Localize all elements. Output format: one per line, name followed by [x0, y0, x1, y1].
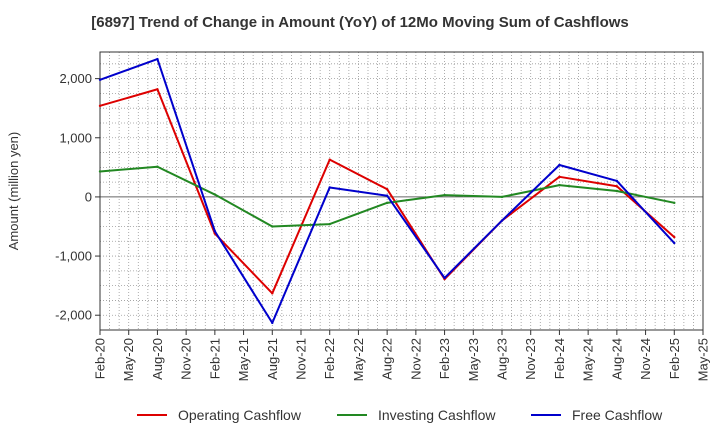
data-point [213, 193, 217, 196]
x-axis-ticks: Feb-20 May-20 Aug-20 Nov-20 Feb-21 May-21 Aug-… [93, 330, 711, 381]
x-tick-label: Aug-24 [609, 338, 624, 380]
x-tick-label: May-20 [121, 338, 136, 381]
data-point [271, 225, 274, 228]
data-point [558, 183, 561, 187]
x-tick-label: Aug-22 [380, 338, 395, 380]
data-point [558, 163, 561, 167]
y-tick-label: 0 [85, 189, 92, 204]
data-point [385, 188, 389, 191]
x-tick-label: Feb-24 [552, 338, 567, 379]
data-point [98, 104, 102, 108]
x-tick-label: May-25 [696, 338, 711, 381]
data-point [443, 276, 446, 280]
data-point [213, 230, 217, 233]
y-tick-label: -2,000 [55, 308, 92, 323]
legend-label: Investing Cashflow [378, 407, 496, 423]
legend-label: Operating Cashflow [178, 407, 302, 423]
x-tick-label: May-22 [351, 338, 366, 381]
x-tick-label: Nov-22 [408, 338, 423, 380]
chart-title: [6897] Trend of Change in Amount (YoY) o… [91, 14, 629, 31]
y-tick-label: 1,000 [59, 130, 92, 145]
x-tick-label: Feb-20 [93, 338, 108, 379]
x-tick-label: Feb-23 [437, 338, 452, 379]
x-tick-label: Nov-20 [179, 338, 194, 380]
data-point [615, 185, 619, 188]
data-point [500, 195, 504, 199]
data-point [615, 189, 619, 193]
data-point [673, 241, 676, 245]
y-axis-ticks: -2,000 -1,000 0 1,000 2,000 [55, 71, 100, 323]
x-tick-label: Nov-23 [523, 338, 538, 380]
data-point [443, 193, 446, 197]
y-tick-label: -1,000 [55, 249, 92, 264]
x-tick-label: May-21 [236, 338, 251, 381]
data-point [673, 235, 676, 239]
data-point [385, 201, 389, 205]
data-point [500, 219, 504, 222]
data-point [328, 186, 331, 189]
y-tick-label: 2,000 [59, 71, 92, 86]
x-tick-label: Nov-21 [294, 338, 309, 380]
data-point [328, 222, 331, 226]
data-point [156, 88, 159, 91]
legend: Operating Cashflow Investing Cashflow Free… [137, 407, 663, 423]
data-point [156, 57, 159, 61]
data-point [615, 179, 619, 183]
data-point [271, 292, 274, 295]
x-tick-label: Feb-21 [207, 338, 222, 379]
data-point [98, 170, 102, 173]
data-point [156, 165, 159, 168]
x-tick-label: Nov-24 [638, 338, 653, 380]
x-tick-label: May-23 [466, 338, 481, 381]
data-point [673, 201, 676, 205]
plot-frame [99, 51, 704, 331]
x-tick-label: Aug-23 [495, 338, 510, 380]
x-tick-label: Feb-22 [322, 338, 337, 379]
data-point [328, 158, 331, 161]
series-lines [98, 57, 676, 325]
x-tick-label: Aug-20 [150, 338, 165, 380]
data-point [385, 194, 389, 197]
data-point [98, 78, 102, 82]
data-point [271, 321, 274, 325]
x-tick-label: Feb-25 [667, 338, 682, 379]
x-tick-label: Aug-21 [265, 338, 280, 380]
legend-label: Free Cashflow [572, 407, 663, 423]
y-axis-label: Amount (million yen) [6, 132, 21, 251]
x-tick-label: May-24 [581, 338, 596, 381]
data-point [558, 175, 561, 179]
